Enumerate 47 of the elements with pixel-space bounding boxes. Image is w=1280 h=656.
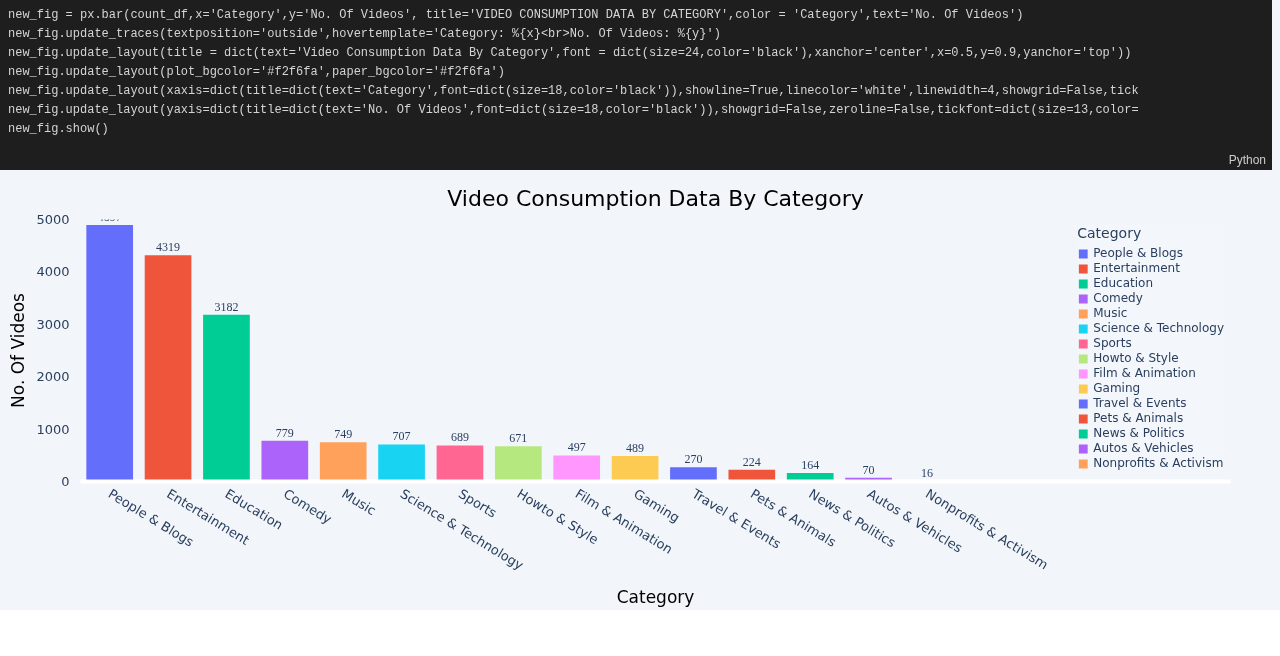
legend-label: Education <box>1093 276 1154 290</box>
text: new_fig.update_layout(title = dict(text='Video Consumption Data By Category',font = dict(size=24,color='black'),xanchor='center',x=0.5,y=0.9,yanchor='top')) <box>8 46 1132 60</box>
data-label: 3182 <box>214 299 239 314</box>
y-tick-label: 5000 <box>36 212 70 227</box>
y-tick-label: 1000 <box>36 421 70 437</box>
legend-label: Entertainment <box>1093 261 1180 275</box>
legend-label: Autos & Vehicles <box>1093 441 1194 455</box>
data-label: 164 <box>801 457 820 472</box>
text: new_fig.update_layout(xaxis=dict(title=dict(text='Category',font=dict(size=18,color='black')),showline=True,linecolor='white',linewidth=4,showgrid=False,tick <box>8 84 1139 98</box>
legend-label: Comedy <box>1093 291 1143 305</box>
legend-label: Howto & Style <box>1093 351 1179 365</box>
y-tick-label: 2000 <box>36 369 70 385</box>
chart-title: Video Consumption Data By Category <box>447 185 864 211</box>
text: new_fig = px.bar(count_df,x='Category',y='No. Of Videos', title='VIDEO CONSUMPTION DATA BY CATEGORY',color = 'Category',text='No. Of Videos') <box>8 8 1024 22</box>
y-tick-label: 0 <box>61 474 70 489</box>
text: new_fig.update_layout(yaxis=dict(title=dict(text='No. Of Videos',font=dict(size=18,color='black')),showgrid=False,zeroline=False,tickfont=dict(size=13,color= <box>8 103 1139 117</box>
y-tick-label: 3000 <box>36 316 70 332</box>
text: Python <box>1228 152 1266 169</box>
text: new_fig.update_traces(textposition='outside',hovertemplate='Category: %{x}<br>No. Of Videos: %{y}') <box>8 27 721 41</box>
y-axis-title: No. Of Videos <box>8 292 29 408</box>
data-label: 689 <box>450 430 469 445</box>
data-label: 70 <box>862 462 875 477</box>
data-label: 707 <box>392 429 411 444</box>
data-label: 779 <box>275 425 294 440</box>
data-label: 4319 <box>156 240 181 255</box>
legend-title: Category <box>1077 225 1143 241</box>
data-label: 489 <box>626 440 645 455</box>
legend-label: Science & Technology <box>1093 321 1224 335</box>
data-label: 224 <box>742 454 761 469</box>
y-tick-label: 4000 <box>36 264 70 280</box>
data-label: 16 <box>920 465 933 480</box>
legend-label: Nonprofits & Activism <box>1093 456 1224 470</box>
legend-label: Film & Animation <box>1093 366 1196 380</box>
legend-label: Pets & Animals <box>1093 411 1184 425</box>
legend-label: News & Politics <box>1093 426 1185 440</box>
text: new_fig.update_layout(plot_bgcolor='#f2f6fa',paper_bgcolor='#f2f6fa') <box>8 65 505 79</box>
data-label: 671 <box>509 431 528 446</box>
legend-label: Travel & Events <box>1093 396 1187 410</box>
data-label: 497 <box>567 440 586 455</box>
legend-label: Music <box>1093 306 1128 320</box>
legend-label: Sports <box>1093 336 1132 350</box>
legend-label: Gaming <box>1093 381 1141 395</box>
legend-label: People & Blogs <box>1093 246 1183 260</box>
data-label: 749 <box>334 427 353 442</box>
x-axis-title: Category <box>616 587 695 608</box>
text: new_fig.show() <box>8 122 109 136</box>
data-label: 270 <box>684 452 703 467</box>
